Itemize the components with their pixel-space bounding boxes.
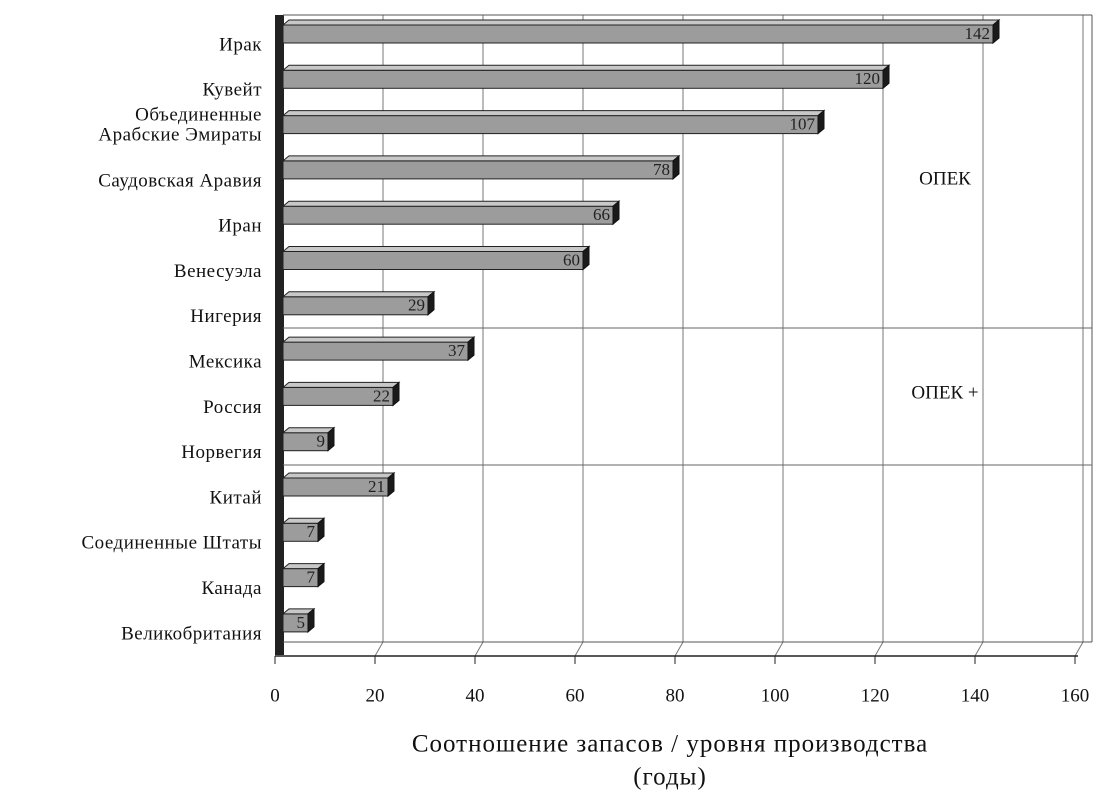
value-label: 29 [408, 296, 425, 315]
annotation: ОПЕК + [911, 382, 978, 403]
y-tick-label: Россия [203, 397, 262, 418]
y-tick-label: Китай [210, 487, 262, 508]
value-label: 60 [563, 250, 580, 269]
bar-end [882, 64, 890, 90]
annotation: ОПЕК [919, 168, 971, 189]
label-line: Арабские Эмираты [98, 125, 262, 146]
bar-end [387, 471, 395, 498]
value-label: 22 [373, 386, 390, 405]
x-tick-label: 100 [761, 685, 790, 706]
value-label: 21 [368, 477, 385, 496]
x-tick-label: 120 [861, 685, 890, 706]
bar-top [281, 19, 1001, 26]
x-tick-label: 80 [666, 685, 685, 706]
y-tick-label: Ирак [219, 34, 262, 55]
bar-end [317, 517, 325, 543]
value-label: 5 [297, 613, 306, 632]
bar-end [327, 426, 335, 452]
bar-top [281, 517, 326, 524]
value-label: 7 [307, 568, 316, 587]
bar [282, 251, 584, 270]
x-tick-label: 0 [270, 685, 280, 706]
bar-end [392, 381, 400, 407]
bar [282, 296, 429, 316]
y-tick-label: Объединенные Арабские Эмираты [98, 105, 262, 146]
label-line: Объединенные [135, 105, 262, 126]
bar [282, 341, 469, 361]
y-tick-label: Норвегия [181, 442, 262, 463]
bar-top [281, 427, 336, 434]
value-label: 120 [855, 69, 881, 88]
value-label: 7 [307, 522, 316, 541]
y-tick-label: Кувейт [202, 80, 262, 101]
y-tick-label: Великобритания [121, 623, 262, 644]
bar [282, 160, 674, 180]
bar [282, 24, 994, 44]
bar-end [612, 200, 620, 226]
bar [282, 115, 819, 135]
y-tick-label: Венесуэла [174, 261, 262, 282]
left-wall [275, 15, 284, 655]
bar [282, 205, 614, 225]
bar-top [281, 336, 476, 343]
bar-top [281, 246, 591, 252]
x-axis-title: (годы) [633, 764, 707, 791]
y-tick-label: Мексика [189, 351, 262, 372]
x-tick-label: 60 [566, 685, 585, 706]
bar-top [281, 64, 891, 71]
y-tick-label: Иран [218, 216, 262, 237]
x-tick-label: 40 [466, 685, 485, 706]
bar-end [427, 290, 435, 316]
x-tick-label: 140 [961, 685, 990, 706]
bar-end [307, 607, 315, 633]
bar [282, 69, 884, 89]
bar-top [281, 200, 621, 207]
x-tick-label: 160 [1061, 685, 1090, 706]
bar-top [281, 155, 681, 162]
y-tick-label: Соединенные Штаты [81, 533, 262, 554]
bar-end [817, 109, 825, 135]
bar-end [992, 18, 1000, 45]
bar-end [467, 336, 475, 362]
value-label: 107 [790, 115, 816, 134]
value-label: 142 [965, 24, 991, 43]
bar-end [672, 154, 680, 180]
x-axis-title: Соотношение запасов / уровня производств… [412, 731, 928, 758]
bar-end [582, 245, 590, 271]
value-label: 66 [593, 205, 610, 224]
bar-end [317, 562, 325, 588]
bar-top [281, 563, 326, 570]
bar-top [281, 110, 826, 117]
y-tick-label: Саудовская Аравия [98, 170, 262, 191]
value-label: 9 [317, 432, 326, 451]
y-tick-label: Канада [201, 578, 262, 599]
x-tick-label: 20 [366, 685, 385, 706]
value-label: 37 [448, 341, 466, 360]
value-label: 78 [653, 160, 670, 179]
y-tick-label: Нигерия [190, 306, 262, 327]
